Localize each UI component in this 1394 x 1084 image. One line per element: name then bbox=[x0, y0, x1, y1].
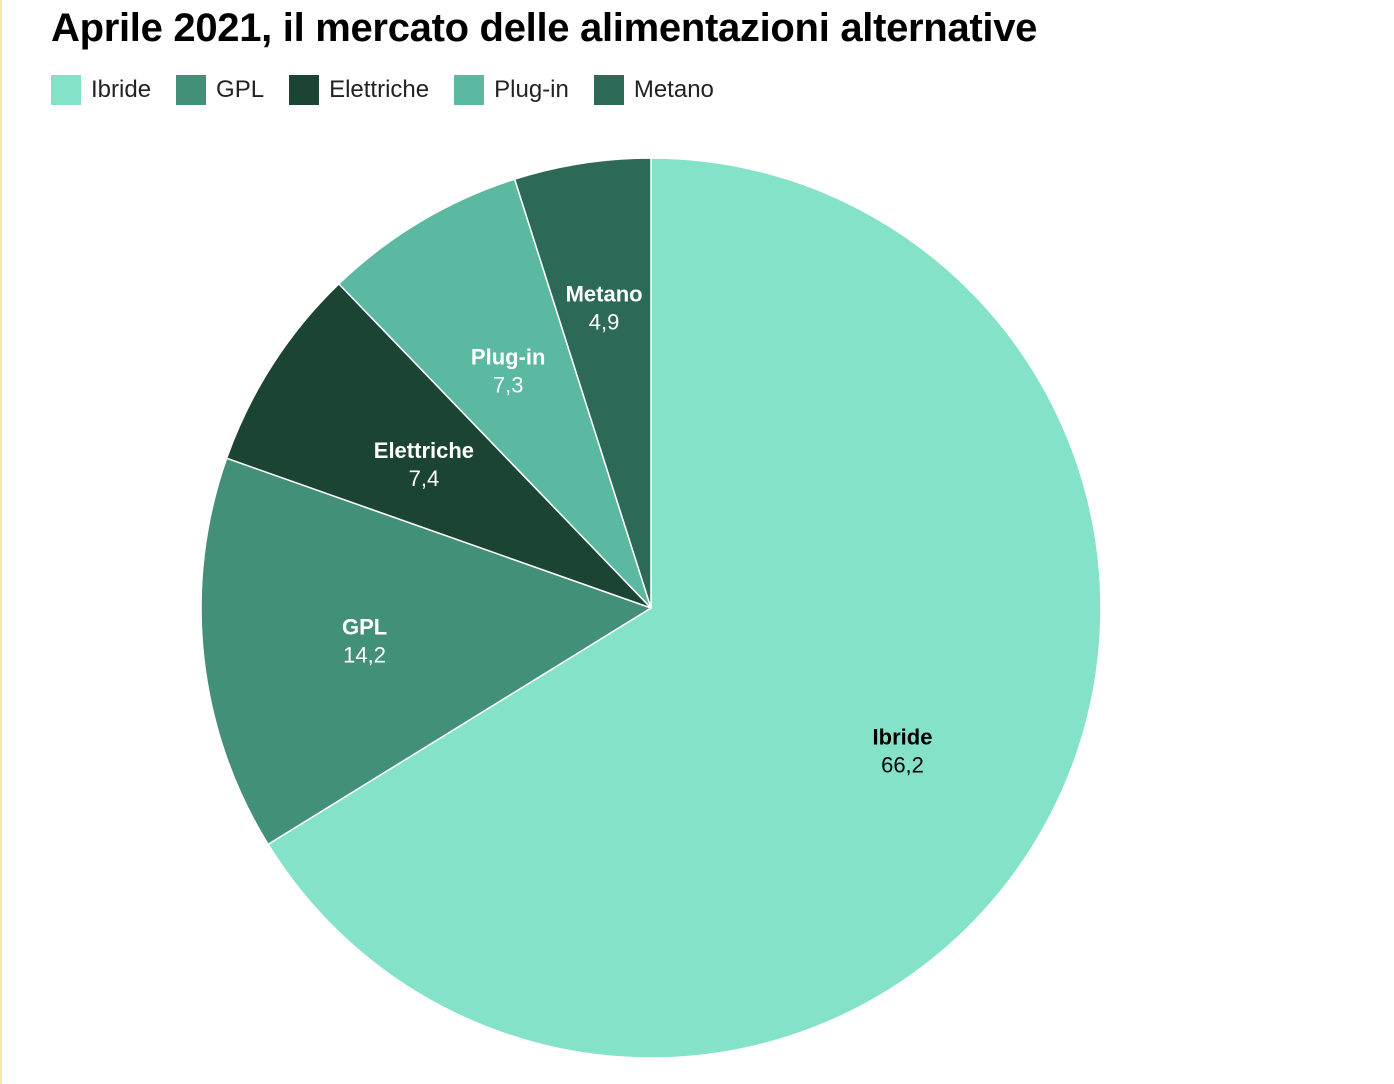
slice-labels: Ibride 66,2 GPL 14,2 Elettriche 7,4 Plug-in 7,3… bbox=[342, 282, 932, 778]
legend: Ibride GPL Elettriche Plug-in Metano bbox=[51, 75, 739, 105]
slice-label-gpl: GPL bbox=[342, 615, 387, 640]
legend-label-ibride: Ibride bbox=[91, 76, 152, 103]
legend-item-elettriche: Elettriche bbox=[289, 75, 429, 105]
legend-label-elettriche: Elettriche bbox=[329, 76, 430, 103]
legend-item-plug-in: Plug-in bbox=[454, 75, 569, 105]
slice-value-metano: 4,9 bbox=[589, 310, 620, 335]
slice-value-elettriche: 7,4 bbox=[409, 466, 440, 491]
chart-title: Aprile 2021, il mercato delle alimentazi… bbox=[51, 6, 1038, 50]
slice-value-gpl: 14,2 bbox=[343, 643, 386, 668]
legend-item-ibride: Ibride bbox=[51, 75, 151, 105]
legend-swatch-ibride bbox=[51, 75, 81, 105]
slice-label-elettriche: Elettriche bbox=[374, 438, 474, 463]
pie-slice-elettriche bbox=[225, 283, 652, 609]
pie-slice-metano bbox=[513, 157, 652, 609]
legend-swatch-plug-in bbox=[454, 75, 485, 105]
pie-slice-gpl bbox=[200, 457, 652, 846]
legend-label-gpl: GPL bbox=[216, 76, 265, 103]
legend-swatch-elettriche bbox=[289, 75, 320, 105]
legend-swatch-gpl bbox=[176, 75, 207, 105]
legend-label-metano: Metano bbox=[633, 76, 714, 103]
slice-label-plug-in: Plug-in bbox=[471, 344, 546, 369]
pie-slice-ibride bbox=[267, 157, 1102, 1059]
left-edge-line bbox=[0, 0, 2, 1084]
slice-value-ibride: 66,2 bbox=[881, 752, 924, 777]
pie-slice-plug-in bbox=[338, 178, 652, 609]
slice-label-ibride: Ibride bbox=[873, 724, 933, 749]
legend-item-gpl: GPL bbox=[176, 75, 264, 105]
legend-item-metano: Metano bbox=[593, 75, 714, 105]
legend-label-plug-in: Plug-in bbox=[494, 76, 569, 103]
slice-label-metano: Metano bbox=[566, 282, 643, 307]
legend-swatch-metano bbox=[593, 75, 624, 105]
slice-value-plug-in: 7,3 bbox=[493, 372, 524, 397]
